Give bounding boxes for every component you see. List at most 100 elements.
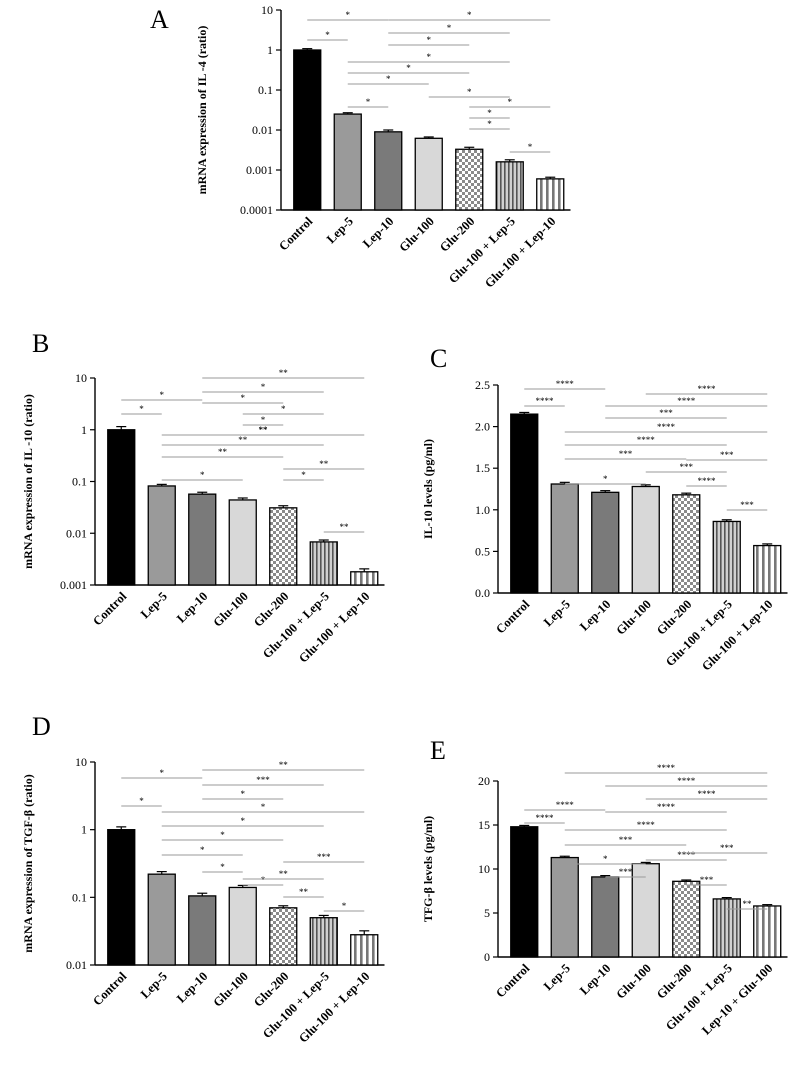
significance-label: *: [528, 142, 533, 152]
significance-label: ****: [556, 379, 575, 389]
significance-label: **: [743, 899, 753, 909]
bar: [293, 49, 322, 211]
bar: [228, 499, 257, 586]
significance-label: ****: [637, 820, 656, 830]
significance-label: ****: [536, 813, 555, 823]
y-tick-label: 1.0: [475, 503, 490, 517]
significance-label: *: [220, 830, 225, 840]
significance-label: **: [340, 522, 350, 532]
x-tick-label: Control: [493, 597, 533, 637]
panel-C: C IL-10 levels (pg/ml) 0.0 0.5 1.0 1.5 2.0 2.5 C…: [421, 344, 788, 674]
significance-label: *: [261, 415, 266, 425]
bar: [147, 485, 176, 586]
panel-label: E: [430, 736, 446, 765]
x-tick-label: Lep-10: [360, 214, 396, 250]
bar: [631, 485, 660, 594]
significance-label: *: [281, 404, 286, 414]
significance-label: **: [279, 869, 289, 879]
x-tick-label: Lep-10: [577, 961, 613, 997]
y-tick-label: 10: [478, 862, 490, 876]
y-axis-title: mRNA expression of IL -4 (ratio): [195, 26, 209, 195]
significance-label: *: [160, 390, 165, 400]
y-tick-label: 0.0001: [240, 203, 273, 217]
significance-label: *: [487, 108, 492, 118]
y-tick-label: 0.001: [246, 163, 273, 177]
significance-label: ****: [637, 435, 656, 445]
bar: [631, 863, 660, 958]
bar: [550, 483, 579, 594]
significance-label: *: [427, 35, 432, 45]
significance-label: ***: [700, 875, 714, 885]
y-tick-label: 15: [478, 818, 490, 832]
bar: [753, 905, 782, 958]
y-tick-label: 0.01: [66, 958, 87, 972]
x-tick-label: Glu-100 + Lep-10: [296, 969, 372, 1045]
x-tick-label: Lep-5: [324, 214, 356, 246]
significance-label: ***: [720, 843, 734, 853]
significance-label: *: [139, 796, 144, 806]
x-tick-label: Control: [90, 589, 130, 629]
x-tick-label: Lep-5: [541, 597, 573, 629]
x-tick-label: Lep-10: [174, 969, 210, 1005]
x-tick-label: Control: [493, 961, 533, 1001]
y-tick-label: 20: [478, 774, 490, 788]
x-tick-label: Control: [276, 214, 316, 254]
significance-label: *: [261, 802, 266, 812]
panel-label: A: [150, 5, 169, 34]
bar: [455, 148, 484, 211]
y-axis-title: IL-10 levels (pg/ml): [421, 439, 435, 539]
significance-label: ***: [659, 408, 673, 418]
significance-label: ****: [677, 396, 696, 406]
bar: [269, 907, 298, 966]
y-tick-label: 0.01: [252, 123, 273, 137]
significance-label: *: [447, 23, 452, 33]
x-tick-label: Glu-100: [211, 969, 251, 1009]
bar: [414, 137, 443, 211]
x-tick-label: Glu-100: [397, 214, 437, 254]
significance-label: ****: [677, 776, 696, 786]
bar: [591, 491, 620, 594]
y-tick-label: 0.5: [475, 544, 490, 558]
significance-label: *: [325, 30, 330, 40]
bar: [107, 829, 136, 966]
significance-label: *: [427, 52, 432, 62]
significance-label: ****: [677, 850, 696, 860]
x-tick-label: Glu-200: [654, 597, 694, 637]
y-tick-label: 0.0: [475, 586, 490, 600]
bar: [188, 895, 217, 966]
y-tick-label: 2.5: [475, 378, 490, 392]
x-tick-label: Glu-100: [614, 597, 654, 637]
y-tick-label: 0: [484, 950, 490, 964]
significance-label: *: [241, 816, 246, 826]
bar: [309, 917, 338, 966]
bar: [269, 507, 298, 586]
y-tick-label: 2.0: [475, 420, 490, 434]
bar: [753, 544, 782, 594]
significance-label: *: [139, 404, 144, 414]
x-tick-label: Glu-200: [654, 961, 694, 1001]
y-tick-label: 1: [81, 823, 87, 837]
significance-label: *: [603, 474, 608, 484]
x-tick-label: Lep-5: [138, 589, 170, 621]
bar: [309, 541, 338, 586]
significance-label: ***: [619, 449, 633, 459]
significance-label: *: [406, 63, 411, 73]
significance-label: *: [467, 87, 472, 97]
significance-label: ***: [317, 852, 331, 862]
significance-label: *: [241, 393, 246, 403]
significance-label: **: [238, 435, 248, 445]
significance-label: **: [299, 887, 309, 897]
y-tick-label: 1: [267, 43, 273, 57]
significance-label: ****: [657, 763, 676, 773]
significance-label: **: [218, 447, 228, 457]
bar: [510, 826, 539, 958]
x-tick-label: Control: [90, 969, 130, 1009]
bar: [228, 886, 257, 966]
y-tick-label: 1: [81, 423, 87, 437]
significance-label: *: [386, 74, 391, 84]
y-axis-title: mRNA expression of IL -10 (ratio): [21, 394, 35, 569]
